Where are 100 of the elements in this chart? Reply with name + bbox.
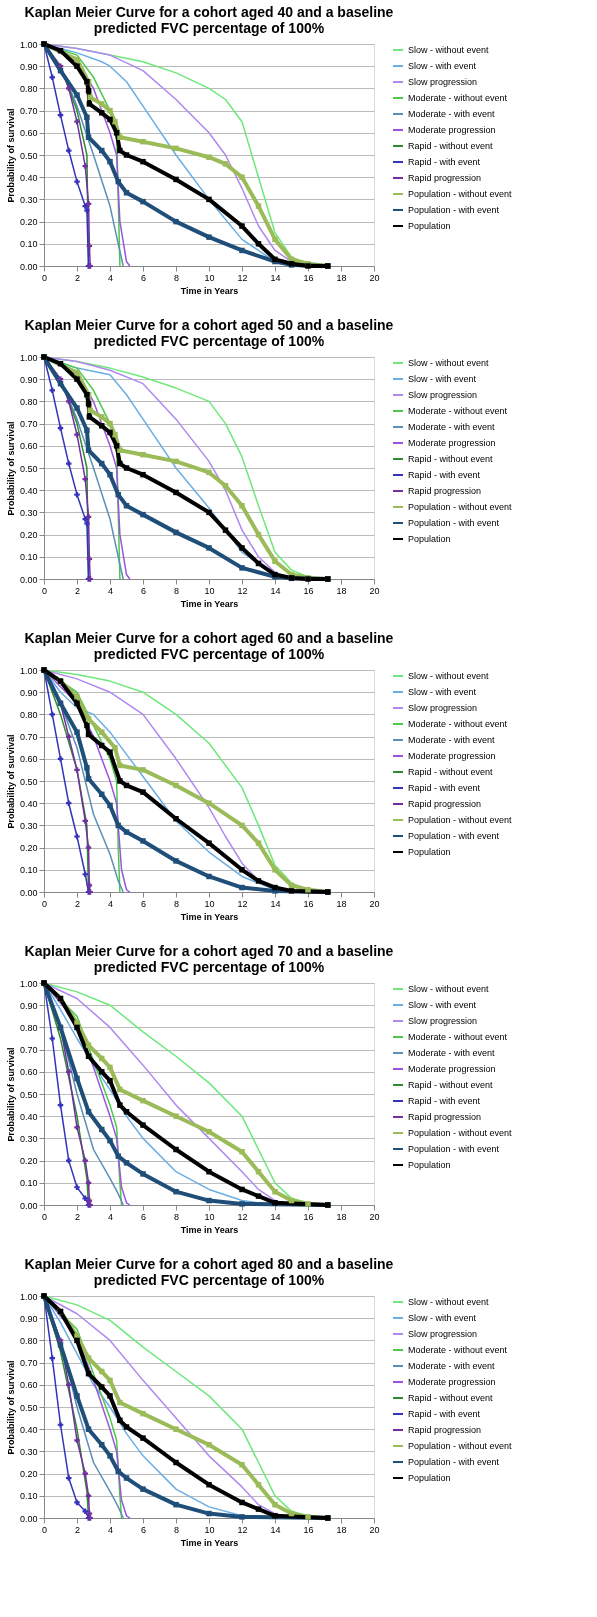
legend-label: Rapid - with event	[408, 783, 481, 793]
x-tick-label: 6	[140, 1524, 147, 1535]
y-tick-label: 0.80	[19, 83, 38, 94]
y-tick-label: 0.10	[19, 239, 38, 250]
y-tick-label: 0.80	[19, 709, 38, 720]
y-tick-label: 1.00	[19, 978, 38, 989]
x-tick-label: 4	[107, 898, 114, 909]
legend-label: Moderate progression	[408, 1377, 496, 1387]
x-tick-label: 16	[303, 1211, 314, 1222]
x-tick-label: 14	[270, 1524, 281, 1535]
x-tick-label: 0	[41, 898, 48, 909]
chart-title: Kaplan Meier Curve for a cohort aged 80 and a baseline predicted FVC percentage of 100%	[24, 1256, 394, 1288]
legend-label: Rapid - with event	[408, 1409, 481, 1419]
y-tick-label: 0.60	[19, 1067, 38, 1078]
y-tick-label: 0.50	[19, 463, 38, 474]
x-tick-label: 8	[173, 585, 180, 596]
y-tick-label: 0.00	[19, 1513, 38, 1524]
y-tick-label: 0.70	[19, 106, 38, 117]
legend-label: Moderate - without event	[408, 719, 508, 729]
x-tick-label: 14	[270, 898, 281, 909]
legend-label: Moderate progression	[408, 751, 496, 761]
x-tick-label: 6	[140, 1211, 147, 1222]
legend-label: Slow progression	[408, 77, 478, 87]
legend-label: Population	[408, 1473, 451, 1483]
y-tick-label: 0.20	[19, 217, 38, 228]
legend-label: Moderate - without event	[408, 1032, 508, 1042]
y-tick-label: 0.60	[19, 441, 38, 452]
x-axis-title: Time in Years	[180, 1537, 239, 1548]
x-tick-label: 2	[74, 1211, 81, 1222]
legend-label: Rapid - without event	[408, 767, 494, 777]
y-axis-title: Probability of survival	[5, 1360, 16, 1455]
y-tick-label: 0.30	[19, 194, 38, 205]
legend-label: Slow - without event	[408, 1297, 490, 1307]
x-tick-label: 16	[303, 585, 314, 596]
x-tick-label: 4	[107, 585, 114, 596]
x-tick-label: 14	[270, 1211, 281, 1222]
x-tick-label: 2	[74, 585, 81, 596]
x-tick-label: 0	[41, 1524, 48, 1535]
x-tick-label: 10	[204, 1524, 215, 1535]
legend-label: Population - with event	[408, 205, 500, 215]
y-tick-label: 0.90	[19, 374, 38, 385]
y-tick-label: 0.50	[19, 776, 38, 787]
legend-label: Population	[408, 1160, 451, 1170]
x-tick-label: 12	[237, 272, 248, 283]
y-tick-label: 0.60	[19, 1380, 38, 1391]
legend-label: Moderate - with event	[408, 422, 496, 432]
legend-label: Population - without event	[408, 1441, 513, 1451]
x-axis-title: Time in Years	[180, 1224, 239, 1235]
legend-label: Rapid - without event	[408, 1393, 494, 1403]
legend-label: Slow progression	[408, 390, 478, 400]
y-tick-label: 0.60	[19, 128, 38, 139]
legend-label: Rapid - without event	[408, 1080, 494, 1090]
x-tick-label: 20	[369, 272, 380, 283]
y-tick-label: 0.60	[19, 754, 38, 765]
y-tick-label: 0.40	[19, 1111, 38, 1122]
legend-label: Slow - with event	[408, 374, 477, 384]
x-tick-label: 20	[369, 585, 380, 596]
legend-label: Population - with event	[408, 831, 500, 841]
x-tick-label: 2	[74, 272, 81, 283]
x-axis-title: Time in Years	[180, 285, 239, 296]
y-axis-title: Probability of survival	[5, 421, 16, 516]
x-tick-label: 8	[173, 1211, 180, 1222]
legend-label: Rapid progression	[408, 486, 482, 496]
y-tick-label: 0.00	[19, 887, 38, 898]
y-tick-label: 0.40	[19, 1424, 38, 1435]
x-tick-label: 8	[173, 898, 180, 909]
legend-label: Slow - without event	[408, 358, 490, 368]
y-tick-label: 0.10	[19, 552, 38, 563]
y-tick-label: 1.00	[19, 39, 38, 50]
y-tick-label: 0.50	[19, 1402, 38, 1413]
x-tick-label: 6	[140, 585, 147, 596]
y-tick-label: 0.70	[19, 1045, 38, 1056]
y-axis-title: Probability of survival	[5, 108, 16, 203]
y-tick-label: 0.10	[19, 1178, 38, 1189]
legend-label: Moderate - without event	[408, 406, 508, 416]
legend-label: Population	[408, 847, 451, 857]
legend-label: Slow progression	[408, 1329, 478, 1339]
legend-label: Slow - with event	[408, 61, 477, 71]
x-tick-label: 8	[173, 1524, 180, 1535]
y-tick-label: 0.20	[19, 843, 38, 854]
x-tick-label: 6	[140, 272, 147, 283]
y-tick-label: 0.40	[19, 172, 38, 183]
y-tick-label: 0.00	[19, 261, 38, 272]
y-tick-label: 0.30	[19, 1446, 38, 1457]
legend-label: Moderate progression	[408, 1064, 496, 1074]
x-tick-label: 4	[107, 1524, 114, 1535]
x-tick-label: 12	[237, 1211, 248, 1222]
y-tick-label: 0.20	[19, 1156, 38, 1167]
x-tick-label: 18	[336, 898, 347, 909]
legend-label: Moderate - with event	[408, 109, 496, 119]
y-tick-label: 0.90	[19, 1313, 38, 1324]
x-tick-label: 2	[74, 898, 81, 909]
y-tick-label: 0.30	[19, 1133, 38, 1144]
x-tick-label: 6	[140, 898, 147, 909]
x-tick-label: 18	[336, 1524, 347, 1535]
legend-label: Population	[408, 221, 451, 231]
x-tick-label: 16	[303, 272, 314, 283]
y-tick-label: 0.00	[19, 1200, 38, 1211]
y-tick-label: 0.70	[19, 1358, 38, 1369]
y-tick-label: 0.50	[19, 1089, 38, 1100]
